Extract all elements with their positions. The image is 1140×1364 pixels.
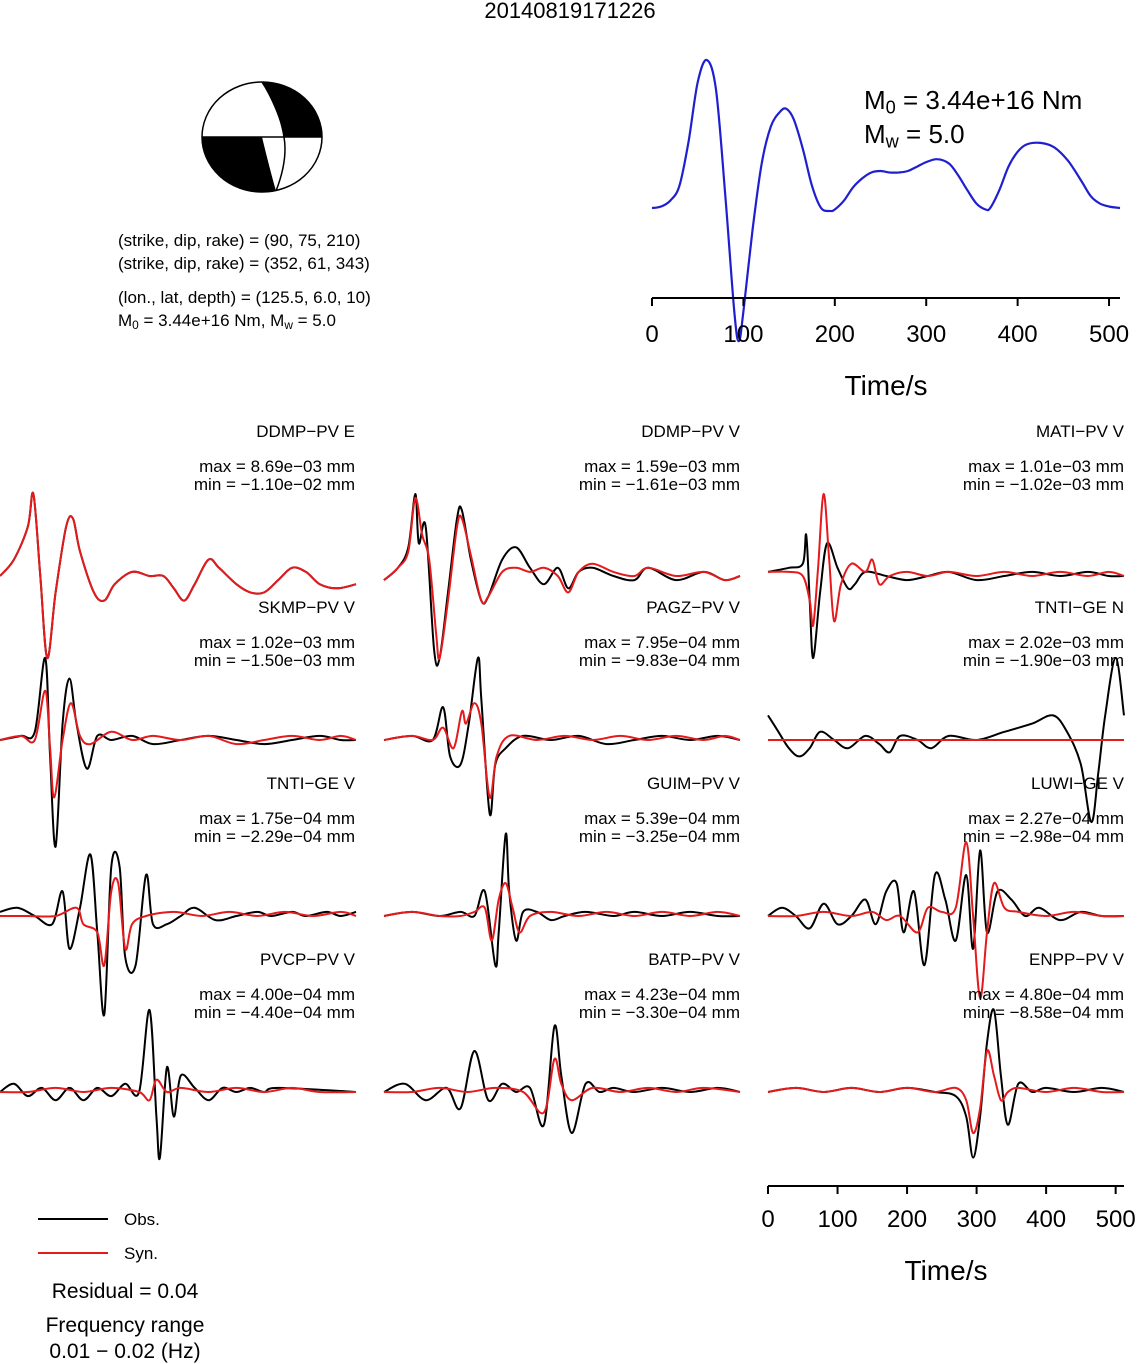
min-amplitude: min = −1.61e−03 mm — [579, 475, 740, 494]
max-amplitude: max = 1.75e−04 mm — [199, 809, 355, 828]
synthetic-trace — [0, 876, 357, 968]
max-amplitude: max = 1.59e−03 mm — [584, 457, 740, 476]
observed-trace — [767, 849, 1125, 967]
observed-trace — [0, 656, 357, 848]
synthetic-trace — [0, 689, 357, 799]
observed-trace — [0, 1008, 357, 1161]
stf-magnitude: Mw = 5.0 — [864, 119, 965, 152]
synthetic-trace — [0, 1078, 357, 1102]
min-amplitude: min = −9.83e−04 mm — [579, 651, 740, 670]
frequency-range: 0.01 − 0.02 (Hz) — [49, 1340, 201, 1363]
synthetic-trace — [767, 492, 1125, 628]
legend-syn-label: Syn. — [124, 1244, 159, 1263]
page-title: 20140819171226 — [484, 0, 656, 23]
frequency-label: Frequency range — [45, 1314, 205, 1337]
nodal-plane-2: (strike, dip, rake) = (352, 61, 343) — [118, 254, 370, 273]
min-amplitude: min = −1.02e−03 mm — [963, 475, 1124, 494]
event-moment: M0 = 3.44e+16 Nm, Mw = 5.0 — [118, 311, 336, 332]
observed-trace — [767, 656, 1125, 824]
waveform-xlabel: Time/s — [905, 1255, 988, 1280]
station-label: TNTI−GE N — [1035, 598, 1124, 617]
stf-tick-label: 200 — [815, 321, 855, 348]
stf-tick-label: 100 — [723, 321, 763, 348]
min-amplitude: min = −2.29e−04 mm — [194, 827, 355, 846]
observed-trace — [767, 1008, 1125, 1159]
residual-text: Residual = 0.04 — [51, 1280, 199, 1303]
synthetic-trace — [0, 491, 357, 660]
legend-obs-label: Obs. — [124, 1210, 160, 1229]
station-label: DDMP−PV E — [256, 422, 355, 441]
observed-trace — [383, 1024, 741, 1135]
synthetic-trace — [383, 497, 741, 661]
waveform-tick-label: 300 — [957, 1206, 997, 1233]
synthetic-trace — [383, 882, 741, 942]
station-label: SKMP−PV V — [258, 598, 356, 617]
station-label: PAGZ−PV V — [646, 598, 740, 617]
stf-tick-label: 400 — [998, 321, 1038, 348]
waveform-tick-label: 500 — [1096, 1206, 1136, 1233]
legend-swatches — [38, 1218, 108, 1254]
stf-line — [651, 58, 1121, 343]
max-amplitude: max = 8.69e−03 mm — [199, 457, 355, 476]
observed-trace — [0, 850, 357, 1017]
min-amplitude: min = −3.25e−04 mm — [579, 827, 740, 846]
beachball-icon — [201, 81, 323, 193]
observed-trace — [383, 832, 741, 968]
min-amplitude: min = −1.50e−03 mm — [194, 651, 355, 670]
stf-tick-label: 0 — [645, 321, 658, 348]
waveform-tick-label: 400 — [1026, 1206, 1066, 1233]
max-amplitude: max = 1.01e−03 mm — [968, 457, 1124, 476]
min-amplitude: min = −1.90e−03 mm — [963, 651, 1124, 670]
max-amplitude: max = 4.00e−04 mm — [199, 985, 355, 1004]
max-amplitude: max = 5.39e−04 mm — [584, 809, 740, 828]
source-time-function-plot: 0 100 200 300 400 500 Time/s — [645, 58, 1129, 400]
synthetic-trace — [383, 1057, 741, 1115]
synthetic-trace — [767, 1049, 1125, 1135]
station-label: GUIM−PV V — [647, 774, 741, 793]
min-amplitude: min = −3.30e−04 mm — [579, 1003, 740, 1022]
station-label: BATP−PV V — [648, 950, 740, 969]
min-amplitude: min = −1.10e−02 mm — [194, 475, 355, 494]
station-label: LUWI−GE V — [1031, 774, 1125, 793]
event-location: (lon., lat, depth) = (125.5, 6.0, 10) — [118, 288, 371, 307]
max-amplitude: max = 2.02e−03 mm — [968, 633, 1124, 652]
station-label: TNTI−GE V — [267, 774, 356, 793]
max-amplitude: max = 2.27e−04 mm — [968, 809, 1124, 828]
min-amplitude: min = −8.58e−04 mm — [963, 1003, 1124, 1022]
max-amplitude: max = 4.23e−04 mm — [584, 985, 740, 1004]
min-amplitude: min = −2.98e−04 mm — [963, 827, 1124, 846]
waveform-tick-label: 100 — [818, 1206, 858, 1233]
station-label: MATI−PV V — [1036, 422, 1125, 441]
nodal-plane-1: (strike, dip, rake) = (90, 75, 210) — [118, 231, 361, 250]
station-label: PVCP−PV V — [260, 950, 356, 969]
station-label: DDMP−PV V — [641, 422, 740, 441]
max-amplitude: max = 1.02e−03 mm — [199, 633, 355, 652]
stf-tick-label: 500 — [1089, 321, 1129, 348]
stf-xlabel: Time/s — [845, 370, 928, 400]
observed-trace — [383, 492, 741, 667]
synthetic-trace — [383, 702, 741, 799]
waveform-tick-label: 0 — [761, 1206, 774, 1233]
synthetic-trace — [767, 841, 1125, 1000]
max-amplitude: max = 7.95e−04 mm — [584, 633, 740, 652]
stf-moment: M0 = 3.44e+16 Nm — [864, 85, 1083, 118]
station-label: ENPP−PV V — [1029, 950, 1125, 969]
max-amplitude: max = 4.80e−04 mm — [968, 985, 1124, 1004]
waveform-tick-label: 200 — [887, 1206, 927, 1233]
stf-tick-label: 300 — [906, 321, 946, 348]
min-amplitude: min = −4.40e−04 mm — [194, 1003, 355, 1022]
